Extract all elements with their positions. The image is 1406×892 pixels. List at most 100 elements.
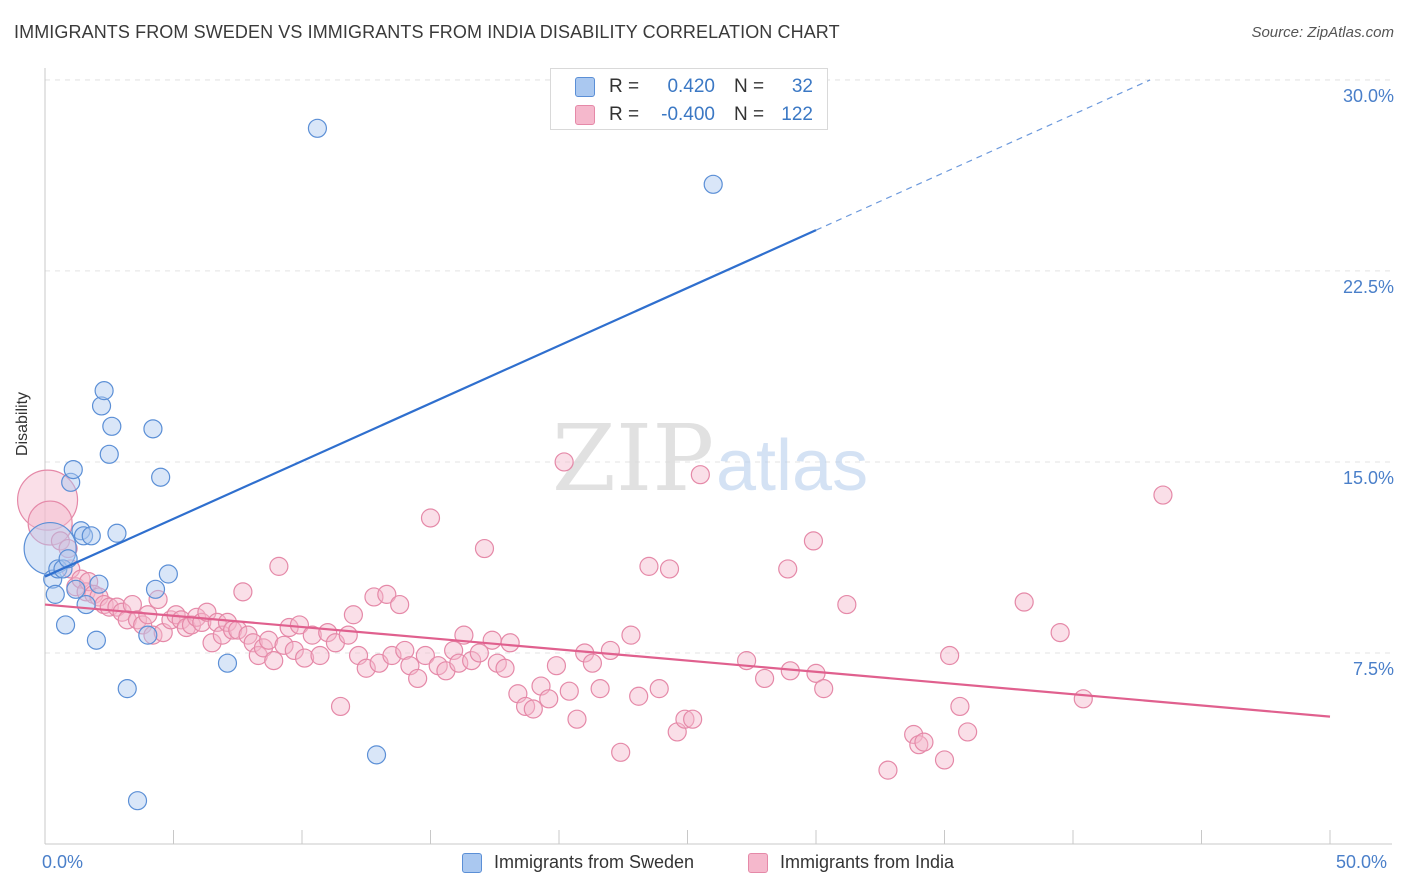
- sweden-point: [217, 653, 238, 673]
- sweden-point: [107, 523, 127, 543]
- gridlines: [45, 79, 1392, 654]
- sweden-point: [143, 419, 163, 439]
- sweden-trend-extension: [815, 79, 1151, 231]
- n-label: N =: [734, 76, 765, 97]
- india-point: [133, 615, 153, 635]
- sweden-point: [63, 459, 83, 480]
- n-value: 122: [781, 104, 813, 125]
- india-point: [122, 594, 142, 615]
- india-point: [914, 732, 934, 752]
- india-point: [482, 630, 502, 650]
- india-point: [274, 635, 294, 655]
- n-label: N =: [734, 104, 765, 125]
- india-point: [778, 559, 798, 579]
- sweden-point: [73, 526, 94, 546]
- sweden-trend-line: [44, 229, 817, 578]
- india-point: [233, 582, 253, 602]
- india-point: [950, 696, 970, 717]
- india-point: [803, 531, 824, 551]
- india-point: [904, 724, 924, 745]
- stats-row-india: R = -0.400 N = 122: [551, 101, 827, 129]
- india-point: [330, 696, 351, 717]
- india-point: [420, 508, 441, 528]
- india-point: [284, 640, 304, 661]
- india-point: [197, 602, 217, 622]
- india-point: [559, 681, 579, 701]
- india-point: [444, 640, 464, 661]
- india-point: [343, 605, 363, 625]
- stats-row-sweden: R = 0.420 N = 32: [551, 73, 827, 101]
- india-point: [659, 559, 680, 579]
- sweden-point: [307, 118, 328, 138]
- sweden-point: [703, 174, 723, 194]
- india-point: [515, 696, 536, 717]
- sweden-point: [151, 467, 171, 487]
- india-point: [84, 584, 104, 604]
- india-point: [469, 643, 489, 663]
- india-legend-swatch: [748, 852, 768, 873]
- india-trend-line: [44, 603, 1331, 718]
- sweden-point: [138, 625, 158, 645]
- india-point: [621, 625, 641, 645]
- india-point: [546, 656, 567, 676]
- india-point: [611, 742, 631, 762]
- sweden-point: [145, 579, 166, 599]
- india-point: [690, 465, 710, 485]
- bottom-legend: Immigrants from Sweden Immigrants from I…: [0, 852, 1406, 878]
- legend-item-sweden[interactable]: Immigrants from Sweden: [462, 852, 694, 873]
- chart-source: Source: ZipAtlas.com: [1251, 24, 1394, 41]
- india-point: [356, 658, 376, 678]
- r-label: R =: [609, 104, 640, 125]
- watermark-zip: ZIP: [552, 405, 714, 512]
- n-value: 32: [791, 76, 813, 97]
- legend-label-india: Immigrants from India: [780, 852, 955, 872]
- sweden-point: [81, 526, 101, 546]
- india-point: [382, 645, 402, 666]
- india-point: [408, 668, 428, 689]
- india-point: [837, 594, 857, 615]
- y-tick-15: 15.0%: [1342, 468, 1394, 488]
- watermark-atlas: atlas: [716, 426, 868, 506]
- india-point: [567, 709, 587, 729]
- sweden-point: [102, 416, 122, 436]
- india-point: [264, 651, 284, 671]
- y-tick-7-5: 7.5%: [1352, 659, 1394, 679]
- india-point: [554, 452, 574, 472]
- india-point: [58, 538, 78, 559]
- india-point: [1014, 592, 1034, 612]
- x-tick-min: 0.0%: [42, 852, 84, 872]
- r-label: R =: [609, 76, 640, 97]
- india-point: [523, 699, 543, 719]
- india-point: [600, 640, 621, 661]
- india-point: [1153, 485, 1173, 505]
- india-point: [500, 633, 520, 653]
- india-point: [539, 689, 559, 709]
- india-point: [649, 679, 669, 699]
- india-point: [176, 617, 196, 638]
- india-swatch: [575, 105, 595, 125]
- india-point: [462, 651, 482, 671]
- sweden-swatch: [575, 77, 595, 97]
- india-point: [495, 658, 515, 678]
- india-point: [127, 610, 148, 630]
- legend-item-india[interactable]: Immigrants from India: [748, 852, 954, 873]
- watermark: ZIP atlas: [552, 405, 868, 512]
- y-tick-30: 30.0%: [1342, 86, 1394, 106]
- axes: [44, 68, 1392, 845]
- india-point: [814, 679, 834, 699]
- india-point: [269, 556, 289, 576]
- y-tick-22-5: 22.5%: [1342, 277, 1394, 297]
- india-point: [258, 630, 279, 650]
- india-point: [754, 668, 775, 689]
- sweden-point: [66, 579, 86, 599]
- india-point: [934, 750, 955, 770]
- india-point: [390, 594, 410, 615]
- sweden-point: [91, 396, 112, 416]
- india-point: [212, 625, 232, 645]
- india-point: [639, 556, 659, 576]
- india-point: [582, 653, 603, 673]
- india-point: [50, 531, 71, 551]
- sweden-legend-swatch: [462, 852, 482, 873]
- india-point: [940, 645, 960, 666]
